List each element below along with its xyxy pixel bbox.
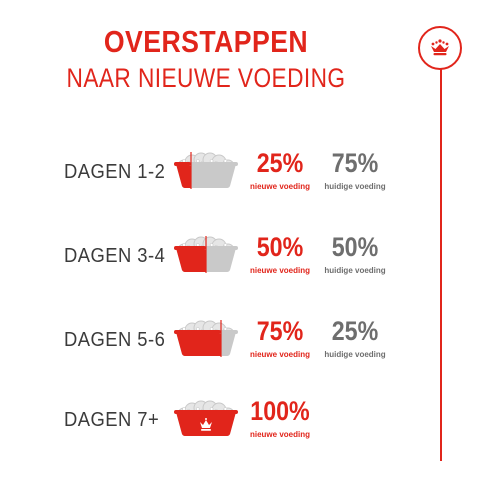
current-food-caption: huidige voeding — [324, 266, 386, 275]
crown-icon — [200, 418, 212, 431]
new-food-percentage: 100% — [250, 396, 310, 426]
bowl-illustration — [174, 400, 238, 436]
bowl-illustration — [174, 320, 238, 357]
transition-row: DAGEN 7+ 100% nieuwe voeding — [0, 396, 400, 456]
food-bowl — [172, 318, 240, 363]
current-food-caption: huidige voeding — [324, 350, 386, 359]
new-food-caption: nieuwe voeding — [249, 430, 310, 439]
bowl-new-food-portion — [176, 332, 221, 356]
day-label: DAGEN 5-6 — [64, 329, 166, 351]
food-bowl — [172, 234, 240, 279]
new-food-caption: nieuwe voeding — [249, 266, 310, 275]
bowl-rim — [174, 410, 238, 414]
new-food-caption: nieuwe voeding — [249, 182, 310, 191]
transition-row: DAGEN 5-6 75% nieuwe voeding 25% huidige voe… — [0, 316, 400, 376]
bowl-illustration — [174, 152, 238, 189]
transition-row: DAGEN 3-4 50% nieuwe voeding 50% huidige voe… — [0, 232, 400, 292]
new-food-percentage: 75% — [256, 316, 304, 346]
new-food-percentage: 50% — [256, 232, 304, 262]
current-food-percentage: 50% — [331, 232, 379, 262]
page-subtitle: NAAR NIEUWE VOEDING — [66, 63, 346, 93]
crown-icon — [431, 39, 449, 56]
day-label: DAGEN 7+ — [64, 409, 160, 431]
current-food-percentage: 75% — [331, 148, 379, 178]
food-bowl — [172, 398, 240, 443]
brand-rail-line — [440, 66, 442, 461]
current-food-percentage: 25% — [331, 316, 379, 346]
transition-row: DAGEN 1-2 25% nieuwe voeding 75% huidige voe… — [0, 148, 400, 208]
page-title: OVERSTAPPEN — [103, 24, 309, 59]
new-food-caption: nieuwe voeding — [249, 350, 310, 359]
new-food-percentage: 25% — [256, 148, 304, 178]
current-food-caption: huidige voeding — [324, 182, 386, 191]
day-label: DAGEN 1-2 — [64, 161, 166, 183]
food-bowl — [172, 150, 240, 195]
day-label: DAGEN 3-4 — [64, 245, 166, 267]
brand-badge — [418, 26, 462, 70]
bowl-illustration — [174, 236, 238, 273]
